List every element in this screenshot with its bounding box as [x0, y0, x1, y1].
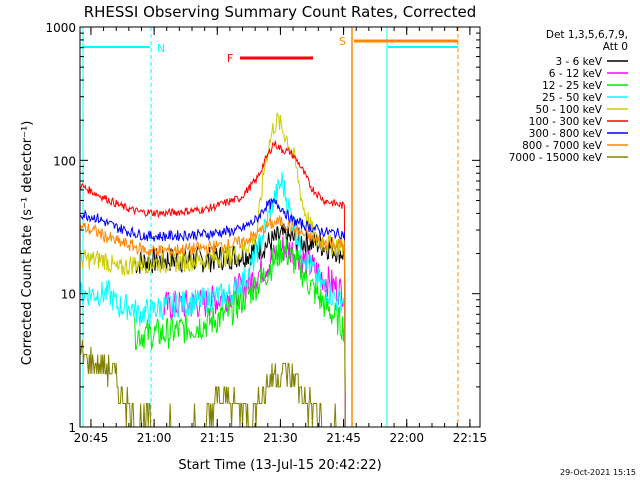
- series-7: [79, 215, 346, 428]
- legend-entry-4: 50 - 100 keV: [535, 104, 602, 116]
- legend-entry-6: 300 - 800 keV: [529, 128, 603, 140]
- legend-entry-8: 7000 - 15000 keV: [509, 152, 603, 164]
- y-tick-label-2: 100: [53, 154, 76, 168]
- y-tick-label-3: 1000: [45, 21, 76, 35]
- x-tick-label-4: 21:45: [326, 431, 361, 445]
- x-tick-label-2: 21:15: [200, 431, 235, 445]
- night-flag-label: N: [157, 42, 165, 55]
- legend-header-0: Det 1,3,5,6,7,9,: [546, 29, 628, 41]
- x-tick-label-5: 22:00: [389, 431, 424, 445]
- legend-entry-5: 100 - 300 keV: [529, 116, 603, 128]
- y-tick-label-1: 10: [61, 288, 76, 302]
- plot-frame: [79, 26, 481, 428]
- legend-entry-7: 800 - 7000 keV: [522, 140, 603, 152]
- x-axis-label: Start Time (13-Jul-15 20:42:22): [178, 458, 381, 473]
- legend-entry-3: 25 - 50 keV: [542, 92, 603, 104]
- x-tick-label-6: 22:15: [453, 431, 488, 445]
- axes: 1 10 100 1000 20:45 21:00 21:15 21:30 21:45 22:00…: [45, 21, 487, 445]
- chart-title: RHESSI Observing Summary Count Rates, Co…: [84, 3, 477, 21]
- legend-entry-1: 6 - 12 keV: [549, 68, 603, 80]
- series-4: [79, 112, 346, 428]
- legend-entry-0: 3 - 6 keV: [555, 56, 602, 68]
- flare-flag-label: F: [227, 52, 233, 65]
- footer-timestamp: 29-Oct-2021 15:15: [560, 468, 636, 477]
- legend-entry-2: 12 - 25 keV: [542, 80, 603, 92]
- series-6: [79, 197, 346, 428]
- x-tick-label-0: 20:45: [74, 431, 109, 445]
- series-3: [79, 172, 346, 428]
- series-group: [79, 112, 346, 428]
- x-tick-label-1: 21:00: [137, 431, 172, 445]
- flag-bands: N S F: [82, 27, 459, 427]
- y-axis-label: Corrected Count Rate (s⁻¹ detector⁻¹): [20, 121, 35, 366]
- series-2: [134, 238, 346, 428]
- attenuator-flag-label: S: [339, 35, 346, 48]
- series-5: [79, 140, 346, 428]
- legend-header-1: Att 0: [603, 41, 628, 53]
- y-tick-label-0: 1: [68, 421, 76, 435]
- x-tick-label-3: 21:30: [263, 431, 298, 445]
- series-8: [79, 339, 346, 428]
